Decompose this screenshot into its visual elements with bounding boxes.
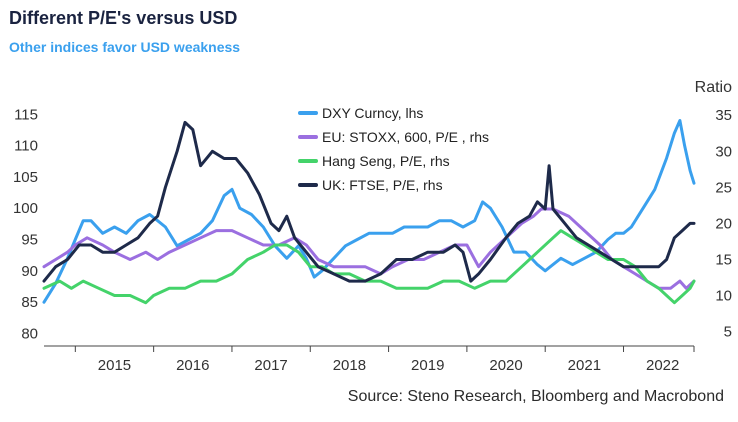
- y-left-tick-label: 80: [21, 325, 38, 342]
- series-line-hang-seng: [42, 229, 696, 305]
- legend-entry-label: Hang Seng, P/E, rhs: [322, 153, 450, 169]
- x-tick-label: 2019: [411, 357, 444, 374]
- x-tick-label: 2020: [489, 357, 522, 374]
- x-tick-label: 2021: [568, 357, 601, 374]
- legend-entry-label: DXY Curncy, lhs: [322, 105, 423, 121]
- y-left-tick-label: 85: [21, 294, 38, 311]
- y-left-tick-label: 100: [13, 200, 38, 217]
- y-right-tick-label: 20: [715, 215, 732, 232]
- x-tick-label: 2022: [646, 357, 679, 374]
- x-tick-label: 2015: [98, 357, 131, 374]
- y-axis-left: 80 85 90 95 100 105 110 115: [13, 106, 38, 342]
- y-right-tick-label: 15: [715, 251, 732, 268]
- x-tick-label: 2018: [333, 357, 366, 374]
- legend: DXY Curncy, lhs EU: STOXX, 600, P/E , rhs…: [298, 105, 489, 193]
- series-line-uk: [42, 120, 696, 283]
- y-right-tick-label: 25: [715, 179, 732, 196]
- y-right-tick-label: 30: [715, 143, 732, 160]
- y-left-tick-label: 90: [21, 263, 38, 280]
- legend-entry-label: UK: FTSE, P/E, rhs: [322, 177, 443, 193]
- x-axis-ticks: 2015 2016 2017 2018 2019 2020 2021 2022: [74, 346, 695, 374]
- x-tick-label: 2016: [176, 357, 209, 374]
- x-tick-label: 2017: [254, 357, 287, 374]
- legend-entry-label: EU: STOXX, 600, P/E , rhs: [322, 129, 489, 145]
- y-axis-right: 5 10 15 20 25 30 35: [715, 107, 732, 340]
- y-left-tick-label: 105: [13, 169, 38, 186]
- y-right-tick-label: 35: [715, 107, 732, 124]
- chart-subtitle: Other indices favor USD weakness: [9, 39, 241, 55]
- series-line-dxy-curncy: [42, 119, 696, 304]
- series-lines: [42, 119, 696, 305]
- y-left-tick-label: 95: [21, 232, 38, 249]
- y-left-tick-label: 115: [14, 106, 38, 123]
- chart-title: Different P/E's versus USD: [9, 8, 238, 28]
- y-right-tick-label: 10: [715, 288, 732, 305]
- y-left-tick-label: 110: [14, 138, 38, 155]
- source-note: Source: Steno Research, Bloomberg and Ma…: [347, 388, 724, 405]
- y-right-tick-label: 5: [724, 324, 732, 341]
- y-axis-right-label: Ratio: [695, 79, 732, 96]
